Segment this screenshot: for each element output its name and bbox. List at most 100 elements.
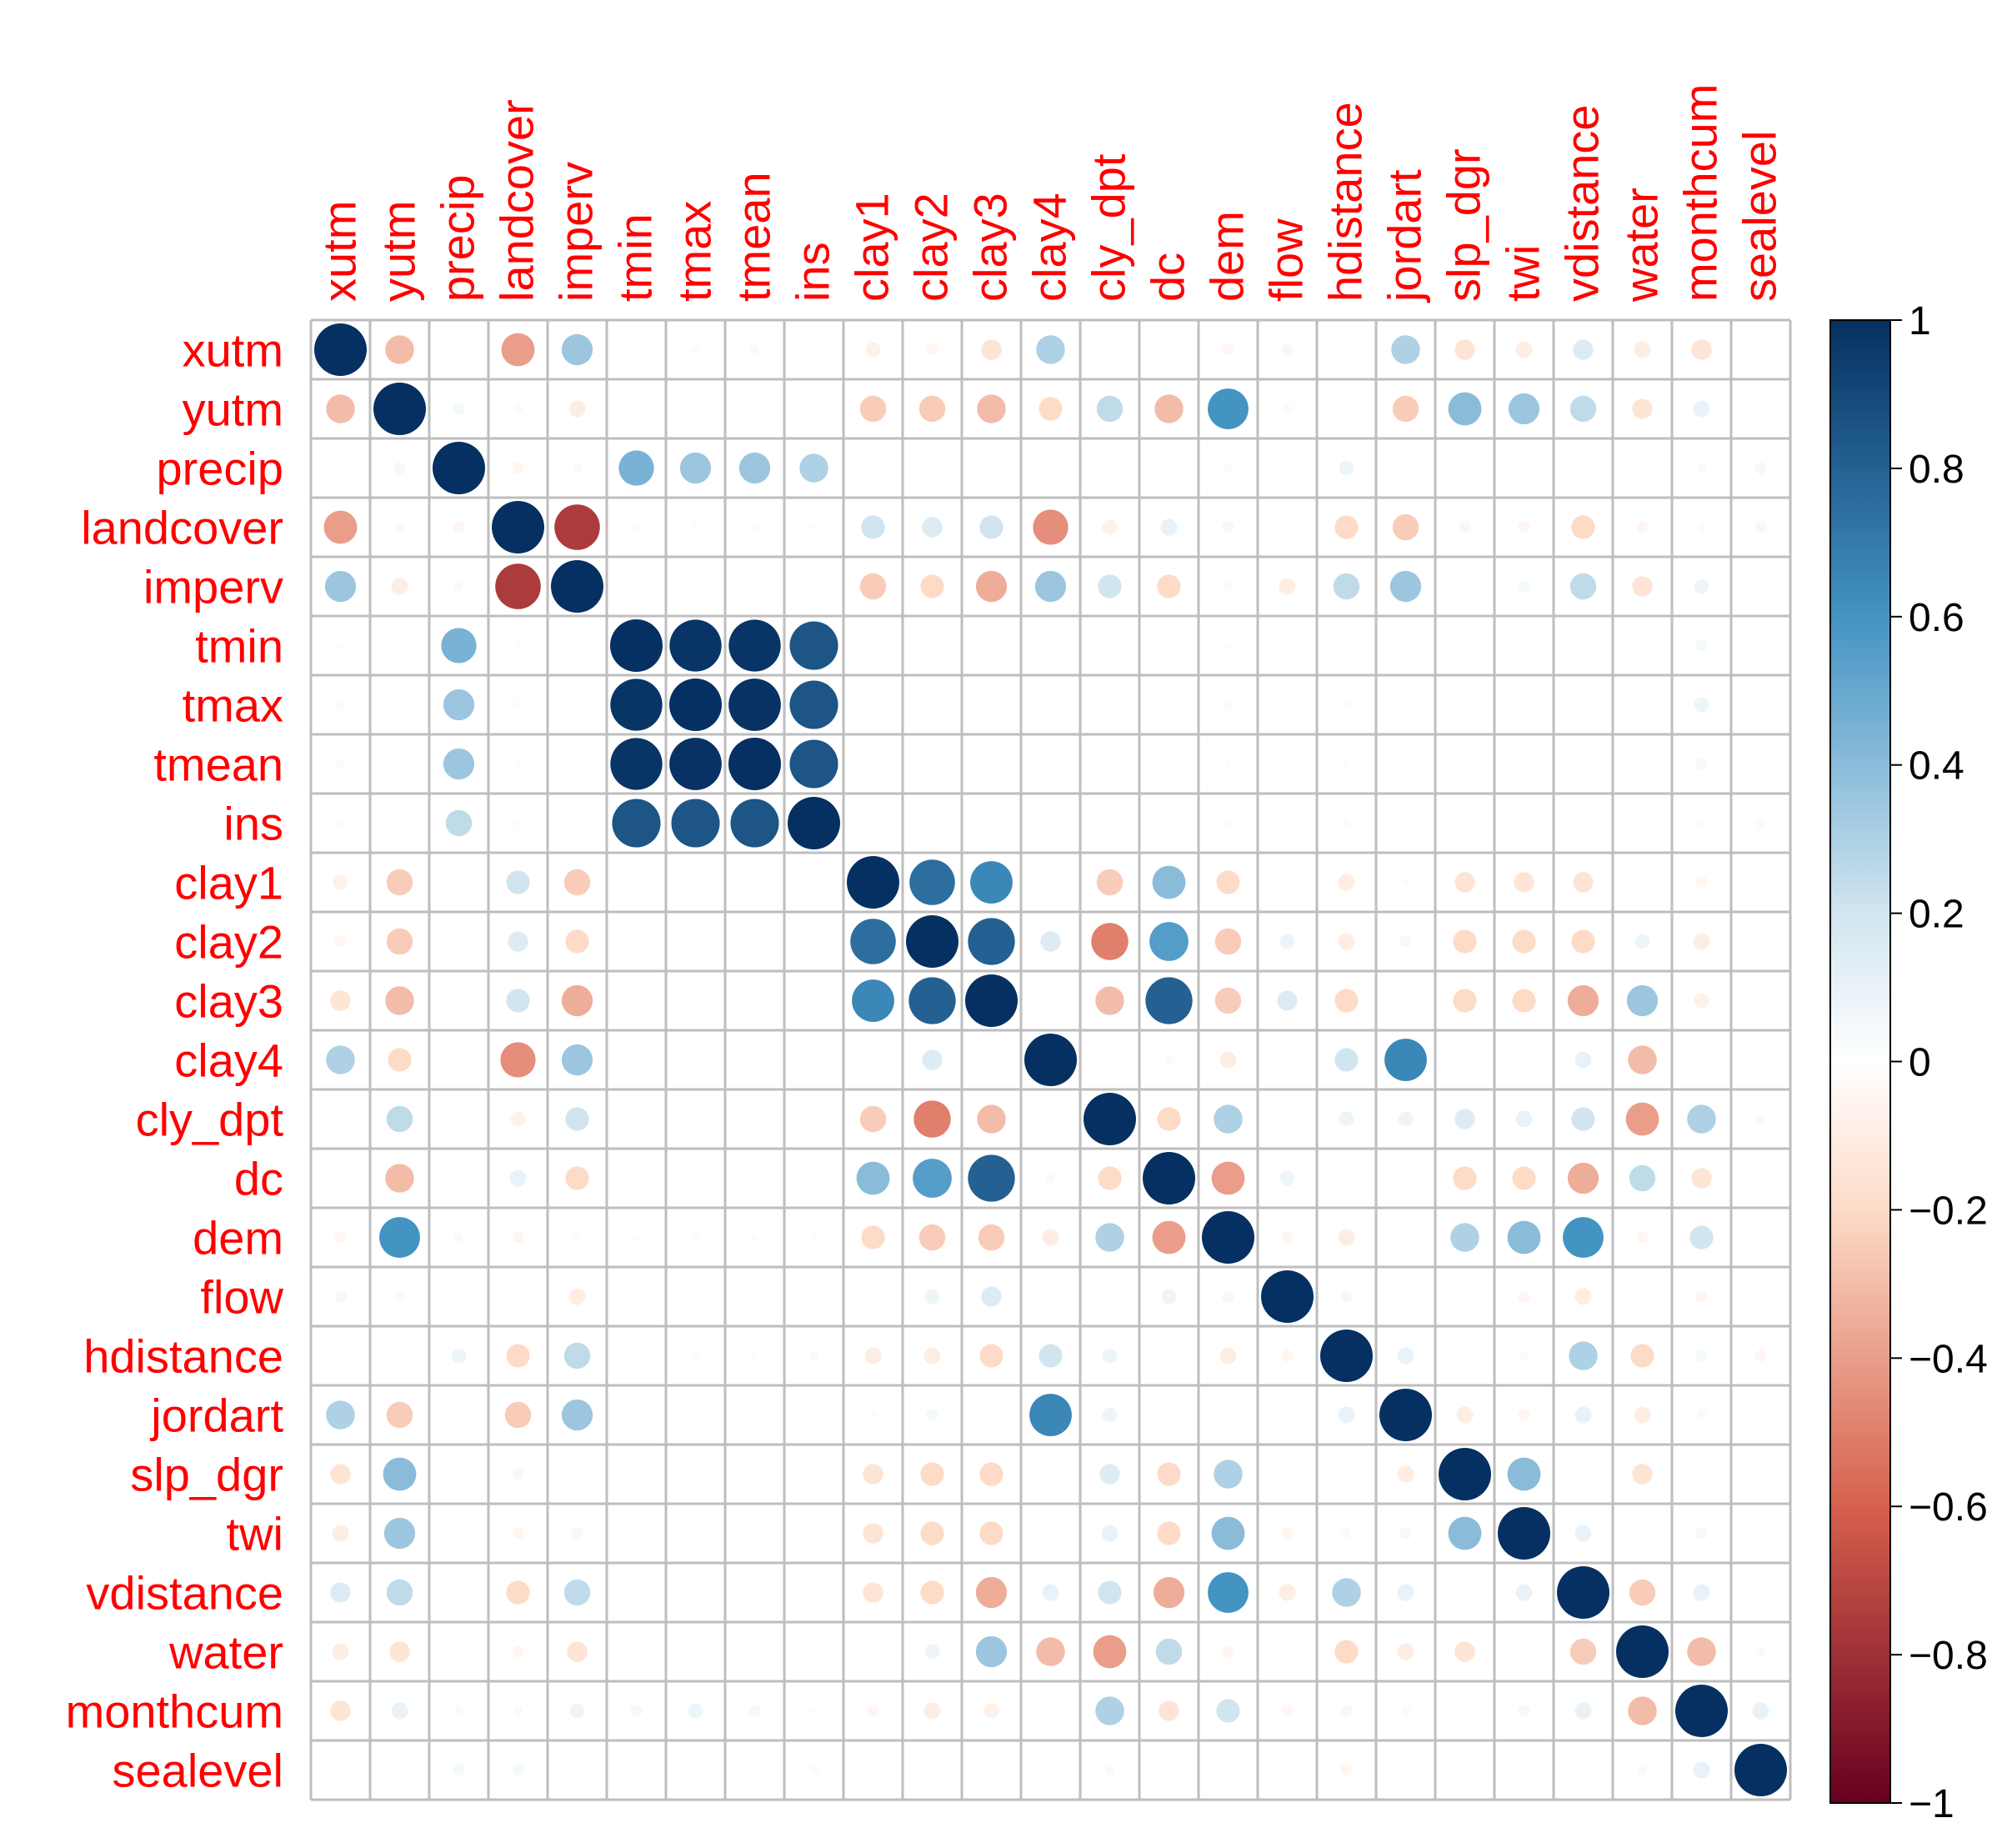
corr-cell-landcover-ins: [810, 523, 818, 531]
corr-cell-hdistance-cly-dpt: [1102, 1348, 1118, 1364]
corr-cell-clay3-monthcum: [1694, 993, 1709, 1009]
corr-cell-water-cly-dpt: [1093, 1635, 1127, 1669]
corr-cell-hdistance-twi: [1519, 1351, 1529, 1360]
corr-cell-landcover-hdistance: [1334, 515, 1359, 539]
corr-cell-imperv-water: [1632, 576, 1653, 597]
corr-cell-tmean-tmin: [610, 738, 663, 790]
corr-cell-tmean-tmax: [669, 738, 722, 790]
corr-cell-clay4-dem: [1219, 1051, 1237, 1069]
corr-cell-monthcum-precip: [454, 1706, 463, 1715]
corr-cell-twi-cly-dpt: [1101, 1525, 1119, 1542]
corr-cell-monthcum-dem: [1216, 1699, 1240, 1723]
corr-cell-monthcum-vdistance: [1574, 1702, 1592, 1720]
corr-cell-landcover-water: [1636, 521, 1649, 533]
corr-cell-flow-dem: [1222, 1290, 1234, 1303]
corr-cell-dem-monthcum: [1689, 1225, 1714, 1250]
corr-cell-tmin-precip: [441, 628, 477, 664]
corr-cell-slp-dgr-dc: [1157, 1462, 1181, 1486]
corr-cell-clay3-twi: [1512, 989, 1536, 1013]
corr-cell-tmin-landcover: [514, 642, 522, 649]
corr-cell-precip-precip: [433, 442, 485, 494]
corr-cell-twi-twi: [1498, 1507, 1550, 1560]
corr-cell-landcover-imperv: [554, 504, 600, 550]
corr-cell-xutm-tmax: [691, 345, 700, 354]
corr-cell-tmax-landcover: [514, 701, 522, 709]
corr-cell-clay3-clay1: [852, 979, 894, 1022]
row-label-tmean: tmean: [153, 739, 283, 791]
corr-cell-jordart-hdistance: [1338, 1406, 1355, 1424]
corr-cell-cly-dpt-landcover: [510, 1111, 526, 1127]
corr-cell-precip-tmax: [679, 452, 712, 484]
corr-cell-monthcum-twi: [1518, 1705, 1530, 1717]
corr-cell-monthcum-jordart: [1401, 1706, 1410, 1715]
corr-cell-slp-dgr-jordart: [1397, 1465, 1414, 1483]
legend-tick-label: −0.6: [1909, 1485, 1988, 1530]
corr-cell-twi-landcover: [512, 1527, 524, 1540]
corr-cell-hdistance-clay4: [1039, 1344, 1063, 1368]
corr-cell-landcover-tmin: [633, 523, 640, 531]
corr-cell-imperv-xutm: [324, 570, 357, 603]
corr-cell-cly-dpt-jordart: [1398, 1111, 1414, 1127]
corr-cell-jordart-clay2: [926, 1409, 938, 1421]
corr-cell-cly-dpt-dem: [1214, 1104, 1243, 1134]
legend-tick-label: 0.8: [1909, 448, 1964, 492]
corr-cell-tmean-hdistance: [1343, 760, 1350, 768]
corr-cell-vdistance-twi: [1515, 1584, 1533, 1601]
legend-tick-label: 0.2: [1909, 893, 1964, 937]
corr-cell-hdistance-vdistance: [1569, 1341, 1598, 1370]
corr-cell-precip-imperv: [573, 463, 582, 473]
corr-cell-sealevel-cly-dpt: [1105, 1765, 1114, 1775]
corr-cell-clay1-landcover: [506, 870, 530, 894]
legend-tick-label: −0.2: [1909, 1189, 1988, 1233]
corr-cell-xutm-xutm: [314, 323, 367, 376]
corr-cell-landcover-dem: [1222, 521, 1234, 533]
corr-cell-clay3-hdistance: [1334, 989, 1359, 1013]
corr-cell-clay2-cly-dpt: [1091, 923, 1129, 960]
corr-cell-vdistance-clay3: [975, 1576, 1008, 1609]
corr-cell-hdistance-dem: [1219, 1347, 1237, 1365]
corr-cell-xutm-dem: [1222, 343, 1234, 356]
corr-cell-landcover-precip: [453, 521, 465, 533]
corr-cell-dem-ins: [810, 1234, 818, 1241]
corr-cell-imperv-flow: [1279, 578, 1296, 595]
corr-cell-vdistance-cly-dpt: [1098, 1580, 1122, 1605]
corr-cell-sealevel-water: [1638, 1765, 1647, 1775]
corr-cell-imperv-vdistance: [1569, 573, 1597, 600]
corr-cell-tmax-precip: [443, 689, 475, 721]
corr-cell-sealevel-precip: [453, 1764, 465, 1776]
column-label-vdistance: vdistance: [1556, 104, 1609, 302]
corr-cell-dc-flow: [1279, 1170, 1295, 1186]
corr-cell-hdistance-sealevel: [1754, 1350, 1767, 1362]
corr-cell-flow-monthcum: [1695, 1290, 1708, 1303]
corr-cell-vdistance-hdistance: [1332, 1578, 1361, 1607]
corr-cell-monthcum-tmax: [688, 1703, 703, 1719]
corr-cell-tmax-xutm: [336, 700, 345, 709]
corr-cell-vdistance-water: [1629, 1579, 1656, 1606]
corr-cell-vdistance-clay4: [1042, 1584, 1059, 1601]
corr-cell-twi-jordart: [1399, 1527, 1412, 1540]
corr-cell-twi-yutm: [383, 1517, 416, 1550]
corr-cell-clay2-yutm: [386, 928, 413, 955]
corr-cell-landcover-dc: [1160, 518, 1178, 536]
corr-cell-imperv-twi: [1518, 580, 1530, 593]
corr-cell-hdistance-precip: [451, 1348, 467, 1364]
corr-cell-ins-precip: [445, 809, 473, 837]
corr-cell-precip-ins: [799, 453, 828, 483]
row-label-dem: dem: [193, 1212, 283, 1265]
corr-cell-twi-flow: [1281, 1527, 1294, 1540]
corr-cell-tmin-xutm: [337, 642, 344, 649]
column-label-sealevel: sealevel: [1734, 131, 1786, 302]
corr-cell-yutm-monthcum: [1693, 400, 1710, 418]
corr-cell-clay3-flow: [1277, 990, 1298, 1011]
corr-cell-dem-clay3: [978, 1224, 1005, 1251]
corr-cell-hdistance-monthcum: [1695, 1350, 1708, 1362]
corr-cell-vdistance-flow: [1279, 1584, 1296, 1601]
corr-cell-twi-xutm: [332, 1525, 349, 1542]
corr-cell-tmean-tmean: [728, 738, 781, 790]
corr-cell-clay2-clay1: [850, 919, 896, 964]
corr-cell-dem-water: [1636, 1231, 1649, 1244]
corr-cell-precip-hdistance: [1339, 460, 1354, 476]
corr-cell-cly-dpt-twi: [1515, 1110, 1533, 1128]
corr-cell-clay1-clay1: [847, 856, 899, 909]
corr-cell-yutm-clay4: [1039, 397, 1063, 421]
